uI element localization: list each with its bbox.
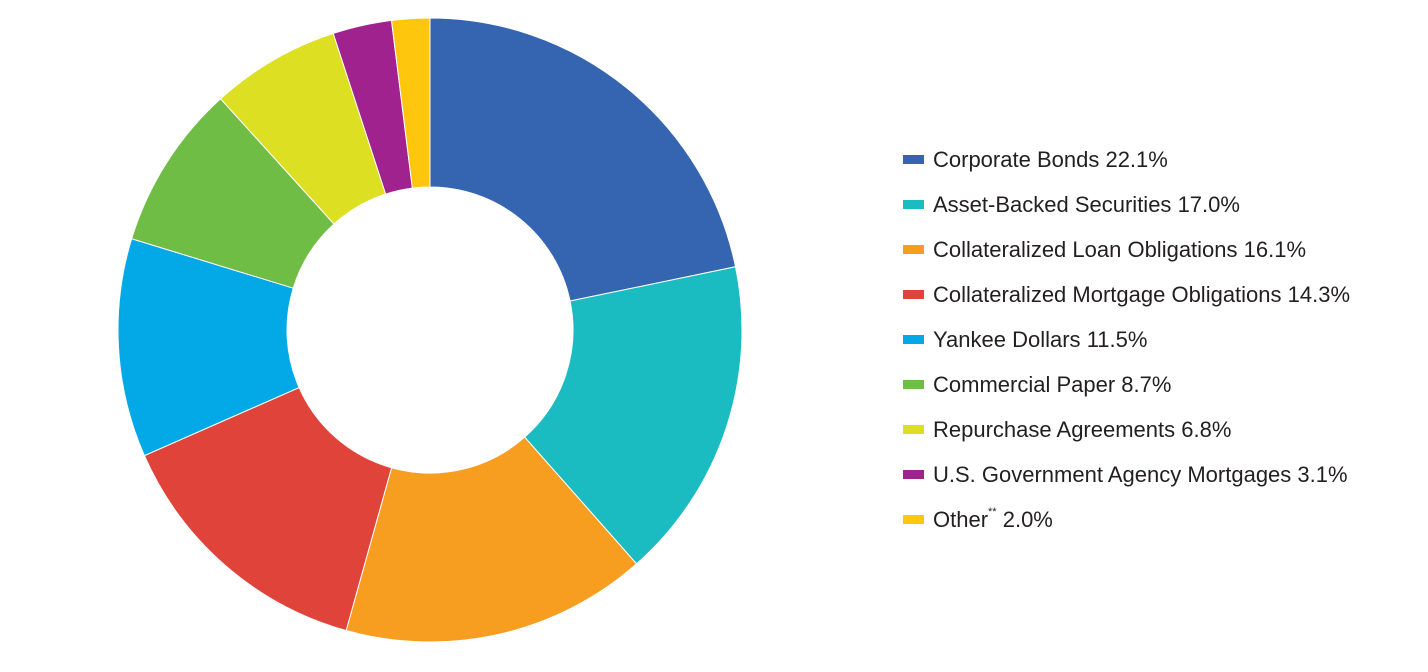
- legend-swatch-repurchase-agreements: [903, 425, 924, 434]
- legend-swatch-asset-backed-securities: [903, 200, 924, 209]
- legend-label-text: Other: [933, 506, 989, 532]
- legend-label-corporate-bonds: Corporate Bonds 22.1%: [933, 146, 1168, 172]
- legend-swatch-yankee-dollars: [903, 335, 924, 344]
- legend-item-asset-backed-securities: Asset-Backed Securities 17.0%: [903, 182, 1350, 227]
- legend-value: 11.5%: [1086, 326, 1148, 352]
- legend-label-asset-backed-securities: Asset-Backed Securities 17.0%: [933, 191, 1240, 217]
- legend-label-text: Collateralized Mortgage Obligations: [933, 281, 1282, 307]
- legend-value: 17.0%: [1177, 191, 1240, 217]
- legend-item-commercial-paper: Commercial Paper 8.7%: [903, 362, 1350, 407]
- legend-value: 16.1%: [1243, 236, 1307, 262]
- legend-item-u-s-government-agency-mortgages: U.S. Government Agency Mortgages 3.1%: [903, 452, 1350, 497]
- slice-yankee-dollars: [117, 238, 300, 457]
- slice-other: [390, 17, 431, 189]
- legend-value: 14.3%: [1287, 281, 1351, 307]
- legend-label-collateralized-mortgage-obligations: Collateralized Mortgage Obligations 14.3…: [933, 281, 1351, 307]
- legend-swatch-collateralized-mortgage-obligations: [903, 290, 924, 299]
- legend-label-text: Corporate Bonds: [933, 146, 1100, 172]
- legend-item-corporate-bonds: Corporate Bonds 22.1%: [903, 137, 1350, 182]
- legend-label-yankee-dollars: Yankee Dollars 11.5%: [933, 326, 1148, 352]
- legend-item-repurchase-agreements: Repurchase Agreements 6.8%: [903, 407, 1350, 452]
- legend-value: 2.0%: [1002, 506, 1053, 532]
- legend-label-commercial-paper: Commercial Paper 8.7%: [933, 371, 1172, 397]
- legend-swatch-corporate-bonds: [903, 155, 924, 164]
- legend-label-text: Repurchase Agreements: [933, 416, 1176, 442]
- legend-label-text: Collateralized Loan Obligations: [933, 236, 1238, 262]
- legend-value: 22.1%: [1105, 146, 1168, 172]
- legend-label-text: Yankee Dollars: [933, 326, 1081, 352]
- legend-swatch-collateralized-loan-obligations: [903, 245, 924, 254]
- legend-label-collateralized-loan-obligations: Collateralized Loan Obligations 16.1%: [933, 236, 1307, 262]
- donut-chart-svg: [117, 17, 743, 643]
- slice-collateralized-loan-obligations: [345, 436, 638, 643]
- legend-label-text: U.S. Government Agency Mortgages: [933, 461, 1292, 487]
- legend-item-collateralized-loan-obligations: Collateralized Loan Obligations 16.1%: [903, 227, 1350, 272]
- slice-collateralized-mortgage-obligations: [143, 386, 393, 632]
- legend-label-text: Asset-Backed Securities: [933, 191, 1172, 217]
- legend-swatch-u-s-government-agency-mortgages: [903, 470, 924, 479]
- legend-label-text: Commercial Paper: [933, 371, 1116, 397]
- legend-swatch-commercial-paper: [903, 380, 924, 389]
- legend-item-collateralized-mortgage-obligations: Collateralized Mortgage Obligations 14.3…: [903, 272, 1350, 317]
- legend-swatch-other: [903, 515, 924, 524]
- legend-item-other: Other** 2.0%: [903, 497, 1350, 542]
- legend-item-yankee-dollars: Yankee Dollars 11.5%: [903, 317, 1350, 362]
- legend-footnote-mark: **: [988, 505, 997, 518]
- slice-asset-backed-securities: [523, 266, 743, 565]
- legend-label-other: Other** 2.0%: [933, 505, 1053, 532]
- chart-legend: Corporate Bonds 22.1% Asset-Backed Securi…: [903, 137, 1350, 542]
- legend-value: 3.1%: [1297, 461, 1348, 487]
- legend-label-repurchase-agreements: Repurchase Agreements 6.8%: [933, 416, 1232, 442]
- slice-corporate-bonds: [429, 17, 737, 302]
- legend-value: 6.8%: [1181, 416, 1232, 442]
- legend-value: 8.7%: [1121, 371, 1172, 397]
- legend-label-u-s-government-agency-mortgages: U.S. Government Agency Mortgages 3.1%: [933, 461, 1348, 487]
